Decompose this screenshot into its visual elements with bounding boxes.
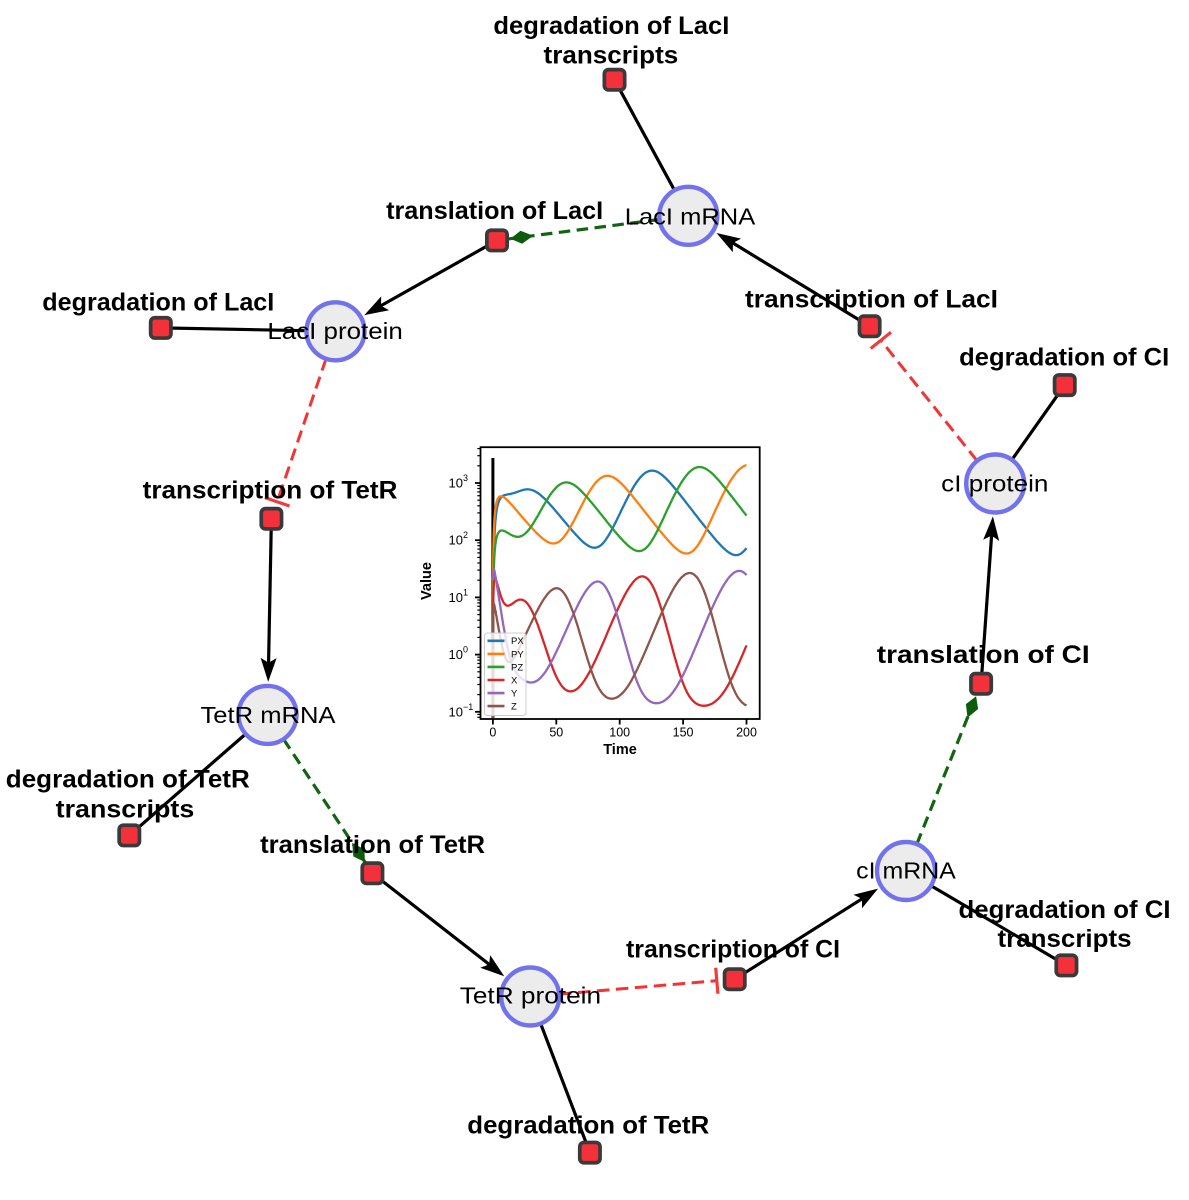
svg-text:Y: Y (511, 689, 518, 700)
svg-text:degradation of LacI: degradation of LacI (493, 12, 729, 40)
svg-text:degradation of TetR: degradation of TetR (6, 766, 250, 794)
svg-text:cI mRNA: cI mRNA (856, 858, 956, 884)
svg-text:transcription of CI: transcription of CI (626, 936, 840, 964)
svg-text:transcripts: transcripts (544, 41, 679, 69)
svg-text:translation of LacI: translation of LacI (386, 197, 603, 225)
svg-text:100: 100 (609, 726, 630, 740)
svg-text:translation of TetR: translation of TetR (260, 831, 485, 859)
svg-text:degradation of CI: degradation of CI (959, 896, 1171, 924)
svg-text:PY: PY (511, 649, 524, 660)
svg-text:10: 10 (449, 533, 463, 548)
svg-text:2: 2 (463, 530, 468, 540)
svg-text:10: 10 (449, 590, 463, 605)
svg-text:−1: −1 (463, 702, 473, 712)
svg-text:PX: PX (511, 636, 524, 647)
svg-text:LacI protein: LacI protein (267, 318, 402, 344)
svg-text:10: 10 (449, 704, 463, 719)
svg-text:PZ: PZ (511, 662, 523, 673)
svg-text:LacI mRNA: LacI mRNA (625, 203, 756, 229)
svg-text:200: 200 (736, 726, 757, 740)
svg-text:TetR mRNA: TetR mRNA (201, 702, 336, 728)
svg-text:Value: Value (419, 562, 435, 600)
svg-text:transcripts: transcripts (56, 796, 195, 824)
svg-text:Time: Time (603, 742, 637, 758)
svg-text:150: 150 (673, 726, 694, 740)
svg-text:1: 1 (463, 587, 468, 597)
svg-text:10: 10 (449, 476, 463, 491)
svg-text:TetR protein: TetR protein (460, 983, 601, 1009)
svg-text:X: X (511, 675, 518, 686)
svg-text:transcripts: transcripts (998, 925, 1132, 953)
svg-text:50: 50 (549, 726, 563, 740)
svg-text:transcription of TetR: transcription of TetR (143, 477, 398, 505)
svg-text:degradation of CI: degradation of CI (959, 344, 1169, 372)
svg-text:translation of CI: translation of CI (877, 641, 1090, 669)
svg-text:3: 3 (463, 473, 468, 483)
svg-text:0: 0 (463, 645, 468, 655)
svg-text:Z: Z (511, 702, 517, 713)
svg-text:cI protein: cI protein (941, 471, 1048, 497)
svg-text:degradation of TetR: degradation of TetR (467, 1112, 709, 1140)
svg-text:degradation of LacI: degradation of LacI (42, 289, 274, 317)
svg-text:0: 0 (489, 726, 496, 740)
svg-text:10: 10 (449, 647, 463, 662)
svg-text:transcription of LacI: transcription of LacI (745, 285, 998, 313)
